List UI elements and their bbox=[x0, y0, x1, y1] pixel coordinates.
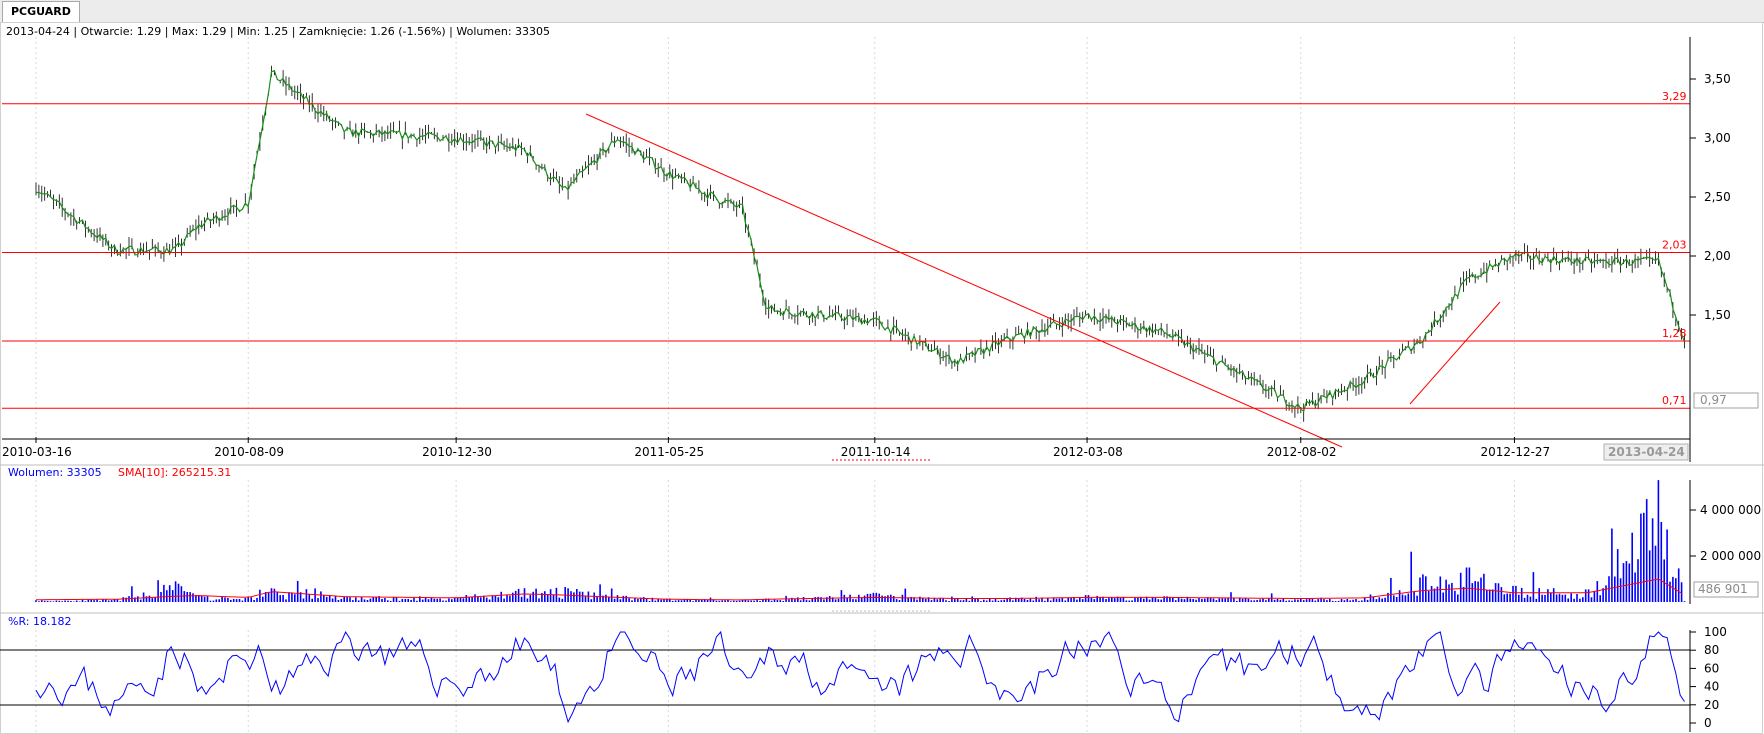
volume-axis: 4 000 000 2 000 000 bbox=[1690, 503, 1761, 563]
price-tick-label: 2,50 bbox=[1704, 190, 1731, 204]
level-label: 0,71 bbox=[1662, 394, 1687, 407]
date-tick-label: 2010-08-09 bbox=[214, 445, 284, 459]
trendline-up[interactable] bbox=[1409, 301, 1501, 405]
current-date-box bbox=[1603, 443, 1689, 461]
volume-tick-label: 4 000 000 bbox=[1700, 503, 1761, 517]
info-low: Min: 1.25 bbox=[237, 25, 288, 38]
wr-axis: 100 80 60 40 20 0 bbox=[1690, 625, 1727, 730]
volume-bars bbox=[35, 480, 1686, 602]
ohlc-info: 2013-04-24 | Otwarcie: 1.29 | Max: 1.29 … bbox=[6, 25, 550, 38]
wr-tick-label: 20 bbox=[1704, 698, 1719, 712]
date-tick-label: 2010-03-16 bbox=[2, 445, 72, 459]
wr-label: %R: 18.182 bbox=[8, 615, 71, 628]
wr-panel[interactable]: %R: 18.182 100 80 60 40 20 0 bbox=[0, 612, 1764, 732]
volume-label: Wolumen: 33305 bbox=[8, 466, 102, 479]
wr-tick-label: 40 bbox=[1704, 680, 1719, 694]
wr-line bbox=[35, 630, 1685, 724]
wr-tick-label: 80 bbox=[1704, 643, 1719, 657]
trendline-down[interactable] bbox=[585, 113, 1343, 448]
level-label: 1,28 bbox=[1662, 327, 1687, 340]
current-price-value: 0,97 bbox=[1700, 393, 1727, 407]
current-date-value: 2013-04-24 bbox=[1608, 445, 1685, 459]
date-tick-label: 2011-05-25 bbox=[634, 445, 704, 459]
price-tick-label: 1,50 bbox=[1704, 308, 1731, 322]
wr-tick-label: 60 bbox=[1704, 661, 1719, 675]
tab-pcguard[interactable]: PCGUARD bbox=[2, 1, 80, 22]
price-tick-label: 3,50 bbox=[1704, 72, 1731, 86]
date-tick-label: 2012-03-08 bbox=[1053, 445, 1123, 459]
price-tick-label: 3,00 bbox=[1704, 131, 1731, 145]
volume-tick-label: 2 000 000 bbox=[1700, 549, 1761, 563]
current-volume-value: 486 901 bbox=[1698, 582, 1748, 596]
current-volume-box bbox=[1693, 581, 1759, 598]
date-tick-label: 2010-12-30 bbox=[422, 445, 492, 459]
sma-label: SMA[10]: 265215.31 bbox=[118, 466, 231, 479]
horizontal-levels[interactable]: 3,29 2,03 1,28 0,71 bbox=[2, 90, 1690, 409]
info-close: Zamknięcie: 1.26 (-1.56%) bbox=[299, 25, 446, 38]
date-tick-label: 2012-12-27 bbox=[1480, 445, 1550, 459]
date-axis: 2010-03-16 2010-08-09 2010-12-30 2011-05-25… bbox=[2, 437, 1550, 459]
price-panel[interactable]: 2013-04-24 | Otwarcie: 1.29 | Max: 1.29 … bbox=[2, 25, 1759, 462]
info-date: 2013-04-24 bbox=[6, 25, 70, 38]
info-volume: Wolumen: 33305 bbox=[456, 25, 550, 38]
stock-chart[interactable]: 2013-04-24 | Otwarcie: 1.29 | Max: 1.29 … bbox=[0, 22, 1764, 734]
chart-frame bbox=[0, 22, 1763, 734]
current-price-box bbox=[1693, 392, 1759, 409]
price-axis: 3,50 3,00 2,50 2,00 1,50 bbox=[1690, 72, 1731, 322]
sma-line bbox=[36, 578, 1682, 601]
level-label: 3,29 bbox=[1662, 90, 1687, 103]
info-open: Otwarcie: 1.29 bbox=[81, 25, 162, 38]
volume-panel[interactable]: Wolumen: 33305 SMA[10]: 265215.31 4 000 … bbox=[0, 464, 1764, 612]
date-tick-label: 2012-08-02 bbox=[1267, 445, 1337, 459]
info-high: Max: 1.29 bbox=[172, 25, 226, 38]
wr-tick-label: 100 bbox=[1704, 625, 1727, 639]
level-label: 2,03 bbox=[1662, 238, 1687, 251]
wr-tick-label: 0 bbox=[1704, 716, 1712, 730]
tab-bar: PCGUARD bbox=[0, 0, 1764, 23]
price-tick-label: 2,00 bbox=[1704, 249, 1731, 263]
date-tick-label: 2011-10-14 bbox=[841, 445, 911, 459]
